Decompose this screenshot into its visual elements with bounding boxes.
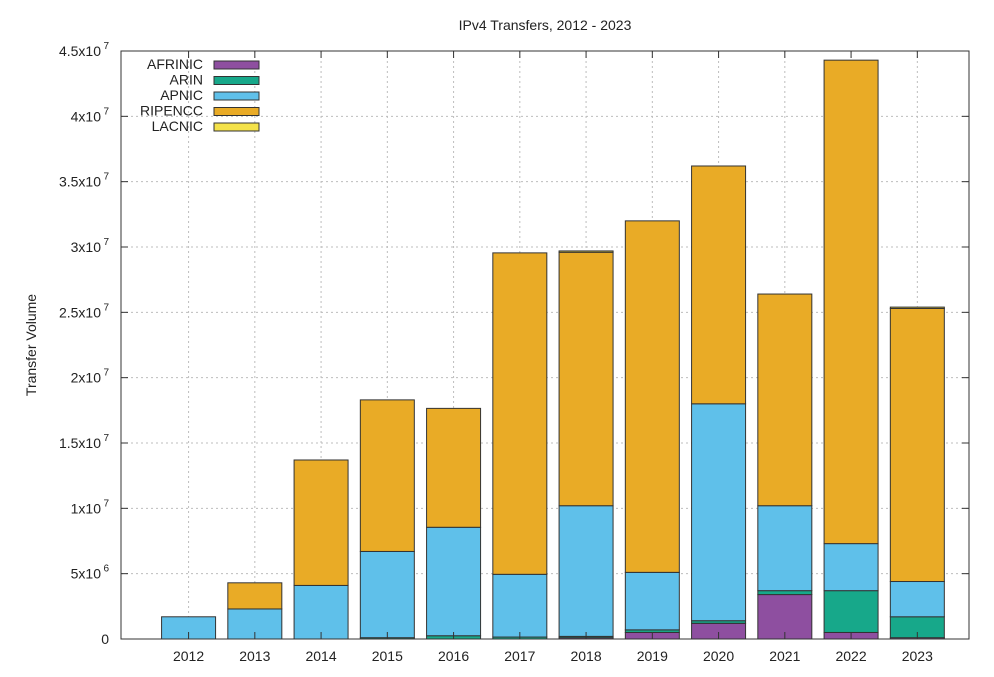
legend-label: APNIC: [160, 87, 203, 103]
y-tick-label: 3x10: [71, 239, 102, 255]
y-tick-label: 1.5x10: [59, 435, 101, 451]
bar-apnic-2021: [757, 505, 813, 592]
y-tick-exponent: 7: [103, 106, 109, 117]
y-tick-label: 4x10: [71, 108, 102, 124]
x-tick-label: 2016: [438, 648, 469, 664]
y-tick-label: 1x10: [71, 500, 102, 516]
y-tick-label: 2x10: [71, 370, 102, 386]
y-tick-label: 0: [101, 631, 109, 647]
x-tick-label: 2014: [305, 648, 336, 664]
x-tick-label: 2018: [570, 648, 601, 664]
y-tick-exponent: 7: [103, 41, 109, 52]
y-tick-label: 4.5x10: [59, 43, 101, 59]
bar-ripencc-2020: [691, 165, 747, 405]
bar-ripencc-2014: [293, 459, 349, 586]
x-tick-label: 2023: [902, 648, 933, 664]
x-tick-label: 2012: [173, 648, 204, 664]
x-tick-label: 2013: [239, 648, 270, 664]
bar-lacnic-2018: [558, 250, 614, 253]
y-tick-exponent: 7: [103, 237, 109, 248]
legend-label: RIPENCC: [140, 103, 203, 119]
y-axis-label: Transfer Volume: [23, 294, 39, 396]
bar-apnic-2018: [558, 505, 614, 637]
bar-apnic-2015: [359, 550, 415, 639]
y-tick-exponent: 7: [103, 302, 109, 313]
legend-label: AFRINIC: [147, 56, 203, 72]
bar-ripencc-2018: [558, 251, 614, 507]
bar-apnic-2014: [293, 584, 349, 640]
x-tick-label: 2015: [372, 648, 403, 664]
x-tick-label: 2017: [504, 648, 535, 664]
y-tick-exponent: 6: [103, 564, 109, 575]
bar-ripencc-2023: [889, 307, 945, 583]
bar-lacnic-2023: [889, 306, 945, 309]
legend-swatch-ripencc: [213, 107, 260, 116]
x-tick-labels: 2012 2013 2014 2015 2016 2017 2018 2019 2020 2021…: [173, 51, 933, 664]
bar-ripencc-2017: [492, 252, 548, 575]
y-tick-label: 5x10: [71, 566, 102, 582]
y-tick-label: 3.5x10: [59, 174, 101, 190]
y-tick-exponent: 7: [103, 433, 109, 444]
bar-ripencc-2013: [227, 582, 283, 610]
bar-arin-2022: [823, 590, 879, 633]
bar-afrinic-2021: [757, 594, 813, 640]
bar-ripencc-2021: [757, 293, 813, 507]
bar-apnic-2016: [426, 526, 482, 637]
x-tick-label: 2022: [835, 648, 866, 664]
bar-ripencc-2016: [426, 407, 482, 528]
y-tick-label: 2.5x10: [59, 304, 101, 320]
chart-title: IPv4 Transfers, 2012 - 2023: [459, 17, 632, 33]
bar-apnic-2017: [492, 573, 548, 638]
legend-swatch-arin: [213, 76, 260, 85]
y-tick-exponent: 7: [103, 498, 109, 509]
legend-swatch-afrinic: [213, 60, 260, 70]
y-tick-exponent: 7: [103, 172, 109, 183]
legend-swatch-lacnic: [213, 122, 260, 132]
x-tick-label: 2021: [769, 648, 800, 664]
x-tick-label: 2020: [703, 648, 734, 664]
bars-group: [161, 59, 945, 640]
legend-label: ARIN: [170, 72, 203, 88]
bar-arin-2021: [757, 590, 813, 596]
y-tick-exponent: 7: [103, 368, 109, 379]
bar-ripencc-2022: [823, 59, 879, 545]
bar-apnic-2020: [691, 403, 747, 622]
bar-ripencc-2019: [624, 220, 680, 573]
x-tick-label: 2019: [637, 648, 668, 664]
bar-apnic-2022: [823, 543, 879, 592]
bar-ripencc-2015: [359, 399, 415, 552]
bar-apnic-2019: [624, 571, 680, 631]
plot-frame: [120, 50, 970, 640]
legend-swatch-apnic: [213, 91, 260, 101]
bar-apnic-2023: [889, 581, 945, 618]
legend-label: LACNIC: [152, 118, 203, 134]
